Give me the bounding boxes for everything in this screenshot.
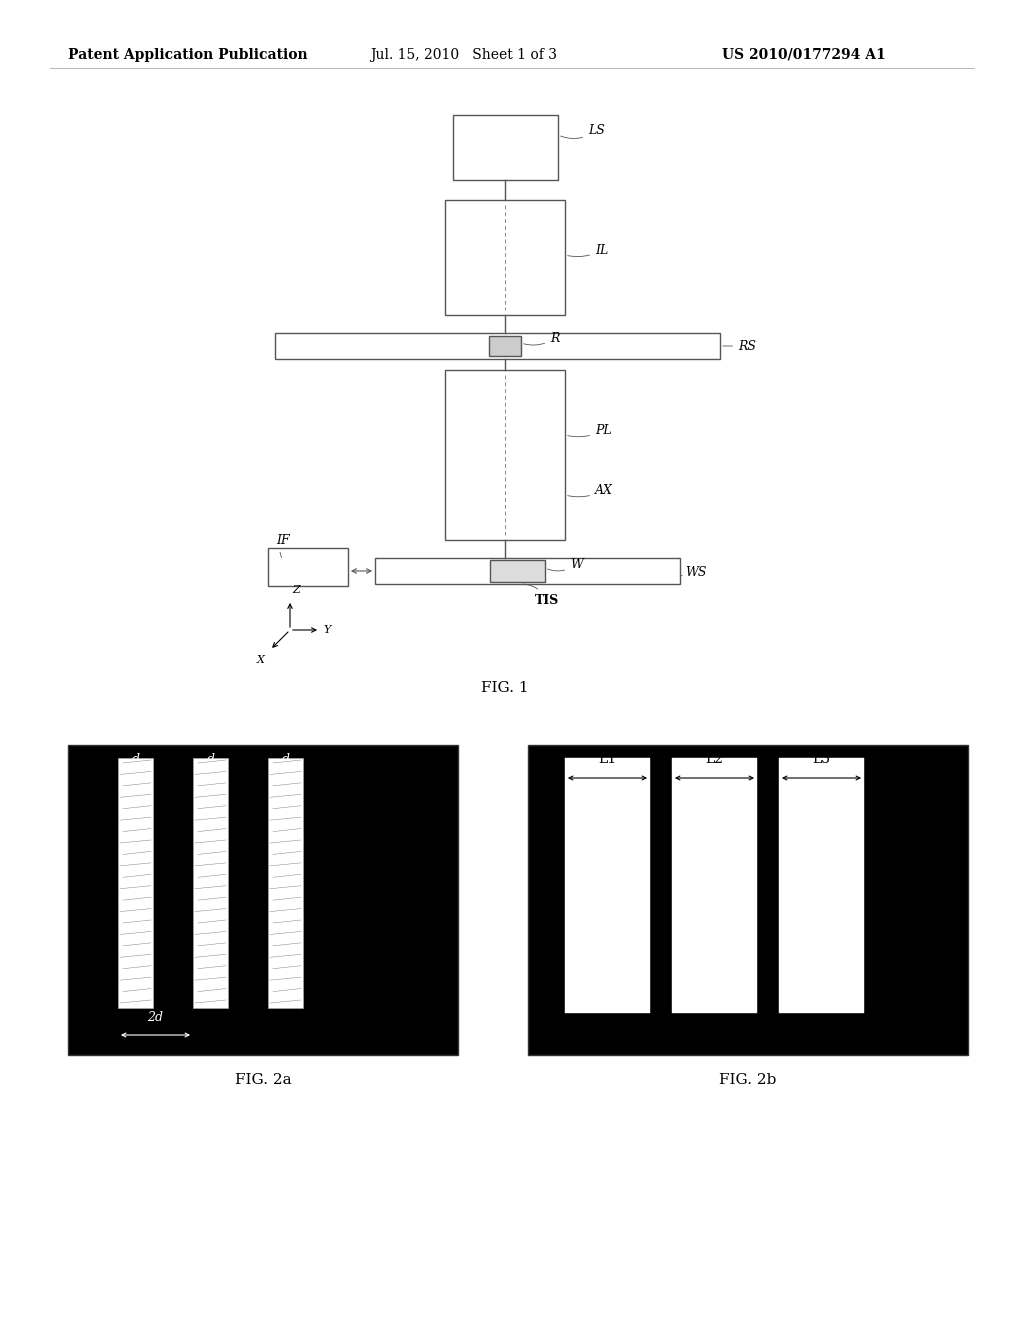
Bar [490, 560, 545, 582]
Bar [489, 337, 521, 356]
Text: RS: RS [723, 339, 756, 352]
Text: Z: Z [292, 585, 300, 595]
Text: Jul. 15, 2010   Sheet 1 of 3: Jul. 15, 2010 Sheet 1 of 3 [370, 48, 557, 62]
Text: PL: PL [567, 424, 611, 437]
Bar [268, 548, 348, 586]
Bar [445, 370, 565, 540]
Bar [528, 744, 968, 1055]
Bar [275, 333, 720, 359]
Text: IL: IL [567, 243, 608, 256]
Text: 2d: 2d [147, 1011, 164, 1024]
Text: d: d [207, 752, 214, 766]
Bar [375, 558, 680, 583]
Text: WS: WS [680, 566, 707, 579]
Bar [68, 744, 458, 1055]
Text: R: R [523, 331, 559, 345]
Bar [445, 201, 565, 315]
Text: L2: L2 [706, 752, 724, 766]
Bar [779, 758, 864, 1012]
Text: d: d [131, 752, 139, 766]
Text: LS: LS [560, 124, 605, 139]
Bar [118, 758, 153, 1008]
Bar [268, 758, 303, 1008]
Text: FIG. 2b: FIG. 2b [719, 1073, 776, 1086]
Text: TIS: TIS [523, 583, 559, 606]
Text: US 2010/0177294 A1: US 2010/0177294 A1 [722, 48, 886, 62]
Text: AX: AX [567, 483, 613, 496]
Bar [672, 758, 757, 1012]
Text: IF: IF [276, 533, 290, 557]
Text: X: X [257, 655, 265, 665]
Text: Patent Application Publication: Patent Application Publication [68, 48, 307, 62]
Bar [565, 758, 650, 1012]
Bar [193, 758, 228, 1008]
Text: d: d [282, 752, 290, 766]
Text: L1: L1 [598, 752, 616, 766]
Text: FIG. 2a: FIG. 2a [234, 1073, 291, 1086]
Text: L3: L3 [812, 752, 830, 766]
Text: Y: Y [323, 624, 331, 635]
Text: FIG. 1: FIG. 1 [481, 681, 528, 696]
Bar [453, 115, 558, 180]
Text: W: W [548, 557, 583, 572]
